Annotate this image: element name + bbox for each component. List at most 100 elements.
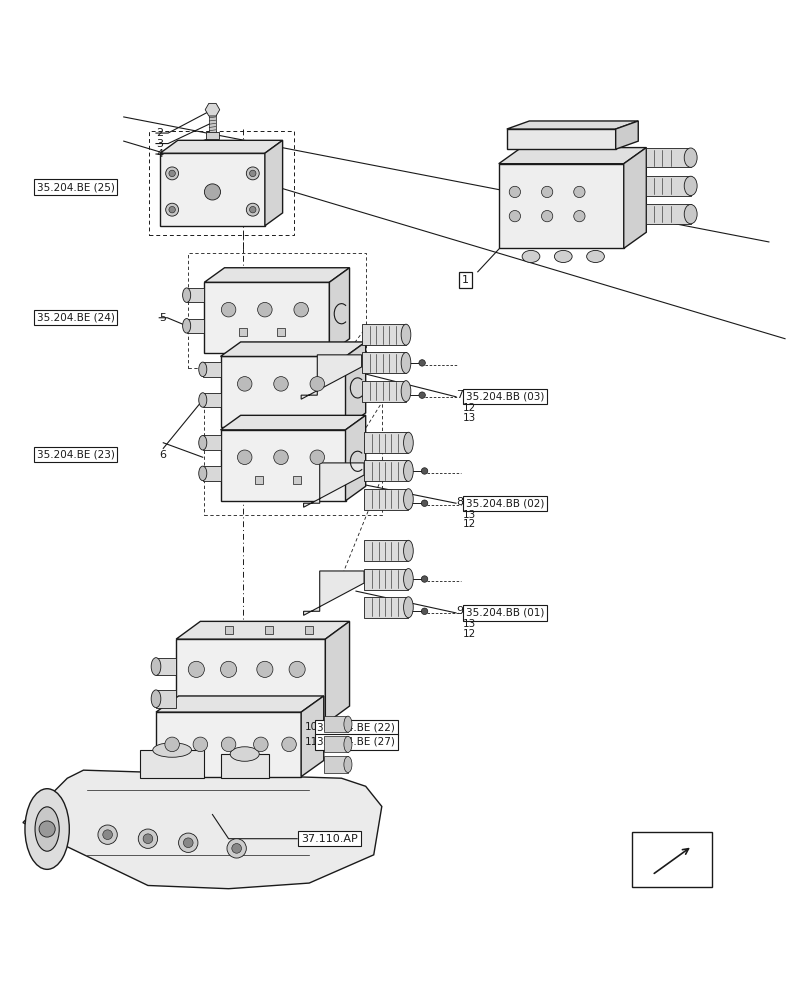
Circle shape (169, 206, 175, 213)
Circle shape (273, 377, 288, 391)
Polygon shape (203, 435, 221, 450)
Circle shape (289, 661, 305, 677)
Text: 35.204.BE (22): 35.204.BE (22) (317, 722, 395, 732)
Polygon shape (156, 712, 301, 777)
Ellipse shape (403, 489, 413, 510)
Polygon shape (498, 164, 623, 248)
Circle shape (418, 392, 425, 398)
Text: 12: 12 (462, 403, 475, 413)
Circle shape (281, 737, 296, 752)
Text: 11: 11 (304, 737, 317, 747)
Circle shape (227, 839, 246, 858)
Circle shape (165, 203, 178, 216)
Circle shape (273, 450, 288, 465)
Polygon shape (498, 148, 646, 164)
Text: 35.204.BE (23): 35.204.BE (23) (36, 450, 114, 460)
Circle shape (231, 844, 241, 853)
Ellipse shape (344, 716, 351, 732)
Polygon shape (361, 352, 406, 373)
Polygon shape (303, 463, 363, 507)
Ellipse shape (151, 690, 161, 708)
Ellipse shape (403, 432, 413, 453)
Polygon shape (203, 393, 221, 407)
Circle shape (39, 821, 55, 837)
Polygon shape (23, 770, 381, 889)
Text: 12: 12 (462, 519, 475, 529)
Circle shape (169, 170, 175, 177)
Circle shape (508, 210, 520, 222)
Text: 13: 13 (462, 619, 475, 629)
Polygon shape (363, 540, 408, 561)
Polygon shape (345, 342, 365, 427)
Circle shape (249, 170, 255, 177)
Text: 13: 13 (462, 413, 475, 423)
Text: 12: 12 (462, 629, 475, 639)
Circle shape (421, 468, 427, 474)
Circle shape (188, 661, 204, 677)
Text: 8: 8 (456, 497, 462, 507)
Circle shape (221, 737, 235, 752)
Polygon shape (209, 113, 216, 132)
Polygon shape (324, 756, 347, 773)
Text: 4: 4 (156, 149, 163, 159)
Polygon shape (160, 153, 264, 226)
Bar (631, 832, 711, 887)
Ellipse shape (403, 540, 413, 561)
Circle shape (98, 825, 117, 844)
Text: 2: 2 (156, 128, 163, 138)
Circle shape (249, 206, 255, 213)
Polygon shape (221, 415, 365, 430)
Polygon shape (156, 690, 176, 708)
Polygon shape (506, 129, 615, 149)
Ellipse shape (199, 393, 207, 407)
Polygon shape (363, 597, 408, 618)
Circle shape (221, 302, 235, 317)
Ellipse shape (344, 756, 351, 773)
Ellipse shape (554, 250, 572, 263)
Polygon shape (160, 140, 282, 153)
Polygon shape (361, 381, 406, 402)
Circle shape (237, 450, 251, 465)
Polygon shape (139, 750, 204, 778)
Circle shape (165, 737, 179, 752)
Polygon shape (221, 356, 345, 427)
Circle shape (193, 737, 208, 752)
Ellipse shape (182, 319, 191, 333)
Polygon shape (221, 430, 345, 501)
Ellipse shape (684, 204, 697, 224)
Polygon shape (301, 355, 361, 399)
Polygon shape (361, 324, 406, 345)
Polygon shape (363, 489, 408, 510)
Polygon shape (221, 342, 365, 356)
Polygon shape (345, 415, 365, 501)
Circle shape (418, 360, 425, 366)
Polygon shape (206, 132, 219, 139)
Circle shape (103, 830, 112, 840)
Circle shape (246, 167, 259, 180)
Text: 7: 7 (456, 390, 462, 400)
Polygon shape (329, 268, 349, 353)
Ellipse shape (684, 148, 697, 167)
Ellipse shape (151, 658, 161, 675)
Ellipse shape (152, 743, 191, 757)
Ellipse shape (521, 250, 539, 263)
Circle shape (310, 377, 324, 391)
Circle shape (421, 500, 427, 506)
Circle shape (294, 302, 308, 317)
Polygon shape (156, 658, 176, 675)
Polygon shape (176, 621, 349, 639)
Ellipse shape (25, 789, 69, 869)
Ellipse shape (35, 807, 59, 851)
Circle shape (143, 834, 152, 844)
Circle shape (573, 210, 584, 222)
Circle shape (183, 838, 193, 848)
Circle shape (508, 186, 520, 198)
Circle shape (178, 833, 198, 852)
Text: 37.110.AP: 37.110.AP (301, 834, 358, 844)
Polygon shape (363, 460, 408, 481)
Polygon shape (646, 176, 690, 196)
Polygon shape (363, 569, 408, 590)
Polygon shape (324, 736, 347, 752)
Ellipse shape (586, 250, 603, 263)
Ellipse shape (403, 597, 413, 618)
